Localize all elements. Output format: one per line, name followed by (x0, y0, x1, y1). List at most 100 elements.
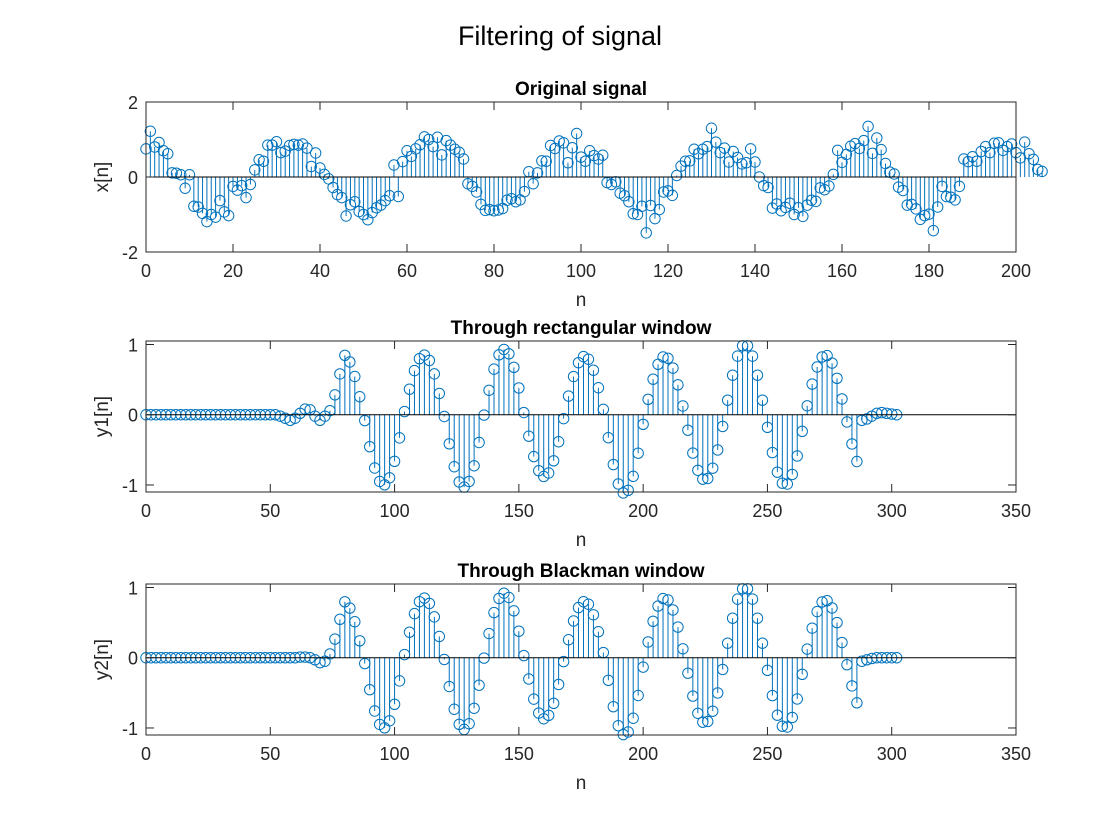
stem-marker (547, 455, 560, 467)
stem-marker (570, 127, 583, 140)
stem-marker (270, 136, 283, 148)
stem-marker (523, 673, 535, 685)
stem-marker (936, 180, 948, 193)
stem-marker (749, 156, 761, 168)
stem-marker (592, 626, 605, 638)
stem-marker (443, 680, 455, 693)
stem-series (140, 583, 903, 741)
x-tick-label: 250 (752, 501, 782, 521)
stem-marker (806, 622, 818, 634)
stem-marker (383, 190, 396, 202)
stem-marker (649, 212, 661, 225)
stem-marker (179, 182, 191, 194)
stem-marker (692, 148, 705, 160)
stem-marker (244, 178, 257, 191)
stem-marker (540, 155, 552, 167)
stem-marker (470, 186, 483, 198)
stem-marker (488, 363, 500, 375)
stem-marker (393, 432, 406, 444)
x-axis-label: n (576, 290, 587, 311)
stem-marker (428, 368, 441, 380)
stem-marker (388, 698, 401, 710)
stem-marker (383, 472, 396, 484)
stem-marker (766, 446, 779, 459)
axes-box (145, 583, 1017, 736)
stem-marker (677, 400, 689, 412)
stem-marker (637, 661, 649, 673)
y-axis-label: x[n] (92, 162, 113, 193)
x-tick-label: 200 (628, 744, 658, 764)
stem-marker (602, 432, 615, 444)
x-axis-label: n (576, 773, 587, 794)
stem-marker (222, 209, 235, 222)
stem-marker (423, 597, 436, 610)
stem-marker (918, 209, 931, 222)
stem-marker (682, 424, 694, 436)
stem-marker (702, 472, 714, 485)
x-tick-label: 120 (653, 261, 683, 281)
stem-marker (862, 120, 874, 133)
stem-marker (531, 167, 544, 179)
stem-marker (688, 143, 700, 155)
stem-marker (1018, 136, 1031, 148)
stem-marker (398, 648, 411, 661)
stem-marker (433, 630, 446, 643)
stem-marker (453, 146, 465, 158)
subplot-1: 0 20 40 60 80 100 120 140 160 180 200-202Original … (92, 79, 1048, 311)
stem-marker (562, 634, 575, 646)
stem-marker (914, 213, 926, 226)
stem-marker (296, 138, 309, 150)
stem-marker (231, 184, 244, 196)
stem-marker (309, 147, 322, 159)
stem-marker (602, 674, 615, 687)
stem-marker (657, 351, 669, 363)
stem-marker (632, 447, 644, 459)
stem-marker (744, 143, 757, 155)
stem-marker (623, 196, 635, 208)
stem-marker (823, 180, 835, 192)
stem-marker (622, 484, 634, 496)
subplot-title: Through Blackman window (457, 561, 704, 582)
stem-marker (716, 663, 729, 676)
stem-marker (1036, 165, 1048, 178)
stem-marker (579, 155, 592, 167)
y-tick-label: 1 (128, 579, 138, 599)
stem-marker (846, 680, 858, 692)
stem-marker (503, 348, 515, 360)
stem-marker (781, 721, 794, 733)
stem-marker (607, 700, 620, 713)
stem-marker (329, 389, 341, 401)
stem-marker (672, 379, 684, 391)
stem-marker (392, 190, 404, 203)
stem-marker (716, 420, 729, 433)
stem-marker (796, 425, 808, 438)
stem-marker (334, 613, 346, 626)
stem-marker (557, 137, 570, 149)
stem-marker (726, 612, 739, 624)
stem-marker (697, 716, 709, 728)
stem-marker (318, 168, 331, 181)
stem-marker (457, 153, 470, 165)
stem-marker (841, 659, 853, 671)
stem-marker (170, 167, 183, 179)
stem-marker (552, 436, 565, 448)
stem-marker (875, 143, 887, 156)
stem-marker (468, 460, 480, 472)
y-tick-label: 1 (128, 336, 138, 356)
x-tick-label: 140 (740, 261, 770, 281)
stem-marker (791, 693, 803, 705)
stem-marker (827, 168, 839, 181)
x-tick-label: 350 (1001, 744, 1031, 764)
stem-marker (438, 653, 450, 666)
stem-marker (622, 726, 634, 738)
stem-marker (364, 683, 376, 696)
stem-marker (383, 715, 396, 727)
stem-marker (784, 197, 796, 209)
stem-marker (398, 405, 411, 418)
stem-marker (662, 185, 674, 197)
stem-marker (388, 455, 401, 467)
stem-marker (375, 199, 387, 211)
stem-marker (684, 155, 696, 167)
stem-marker (536, 155, 548, 167)
stem-marker (218, 206, 231, 218)
